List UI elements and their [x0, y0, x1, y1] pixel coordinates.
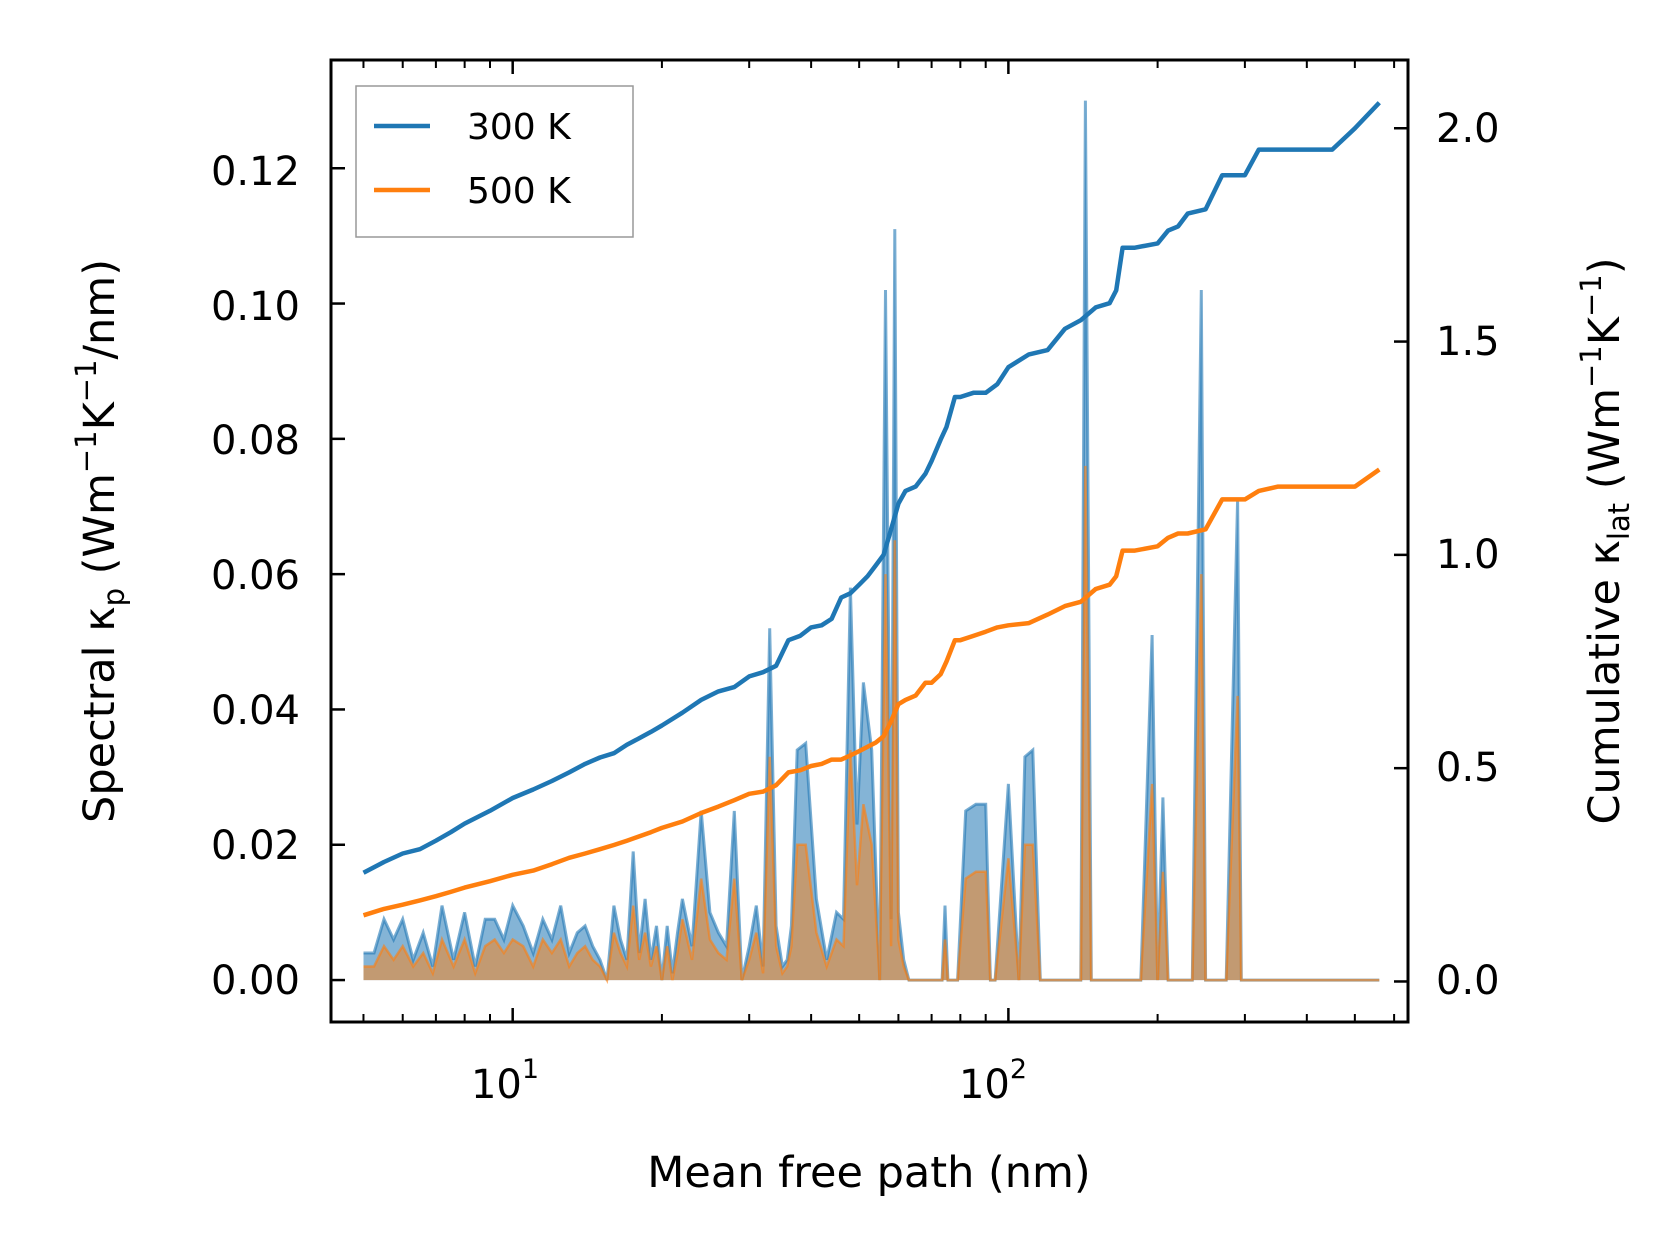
y-left-axis-title: Spectral κp (Wm−1K−1/nm) [69, 259, 131, 823]
x-tick-base-10: 10 [471, 1062, 522, 1108]
legend-label-300k: 300 K [467, 107, 572, 148]
legend-box [355, 85, 634, 238]
y-right-title-units: (Wm [1580, 388, 1630, 503]
cumulative-300k-line [362, 101, 1381, 875]
y-right-title-main: Cumulative κ [1580, 540, 1630, 824]
spectral-500k-area-group [363, 465, 1380, 985]
y-right-axis-ticks [1394, 127, 1408, 983]
y-left-title-units: (Wm [75, 473, 125, 588]
y-right-tick-label-1.5: 1.5 [1436, 319, 1500, 365]
y-left-title-exp-1: −1 [69, 430, 103, 473]
y-left-tick-label-0.12: 0.12 [211, 149, 300, 195]
y-left-title-main: Spectral κ [75, 606, 125, 823]
legend-label-500k: 500 K [467, 171, 572, 212]
spectral-300k-area [363, 100, 1380, 981]
y-right-title-units-2: K [1580, 315, 1630, 345]
y-left-tick-label-0.00: 0.00 [211, 958, 300, 1004]
x-axis-major-ticks [511, 60, 1010, 1022]
y-left-title-units-2: K [75, 400, 125, 430]
x-axis-title: Mean free path (nm) [647, 1148, 1090, 1198]
x-tick-base-100: 10 [959, 1062, 1010, 1108]
y-right-tick-label-1.0: 1.0 [1436, 532, 1500, 578]
y-right-tick-label-0.0: 0.0 [1436, 958, 1500, 1004]
x-axis-minor-ticks [362, 60, 1396, 1022]
y-left-tick-label-0.10: 0.10 [211, 284, 300, 330]
y-left-title-units-3: /nm) [75, 259, 125, 359]
y-left-tick-label-0.02: 0.02 [211, 823, 300, 869]
y-right-tick-label-0.5: 0.5 [1436, 745, 1500, 791]
cumulative-500k-line [362, 467, 1381, 918]
spectral-500k-area [363, 465, 1380, 981]
y-left-tick-label-0.04: 0.04 [211, 688, 300, 734]
y-right-title-exp-1: −1 [1574, 345, 1608, 388]
y-right-title-exp-2: −1 [1574, 274, 1608, 317]
y-right-axis-title: Cumulative κlat (Wm−1K−1) [1574, 258, 1636, 825]
y-left-tick-label-0.06: 0.06 [211, 553, 300, 599]
legend: 300 K 500 K [355, 85, 634, 238]
y-right-tick-label-2.0: 2.0 [1436, 106, 1500, 152]
y-left-axis-ticks [331, 166, 345, 982]
y-left-tick-label-0.08: 0.08 [211, 418, 300, 464]
y-right-title-units-3: ) [1580, 258, 1630, 275]
y-left-title-exp-2: −1 [69, 359, 103, 402]
y-right-title-sub: lat [1602, 503, 1636, 540]
x-tick-exp-1: 1 [522, 1054, 539, 1085]
y-left-title-sub: p [97, 588, 131, 606]
x-tick-exp-2: 2 [1010, 1054, 1027, 1085]
x-tick-label-100: 102 [959, 1054, 1027, 1108]
spectral-500k-line [363, 465, 1380, 985]
x-tick-label-10: 101 [471, 1054, 539, 1108]
plot-frame [329, 58, 1410, 1024]
